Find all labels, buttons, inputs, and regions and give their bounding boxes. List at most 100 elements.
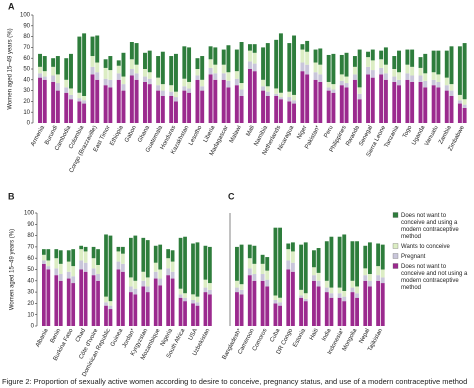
bar-segment	[299, 289, 304, 296]
bar-segment	[133, 294, 138, 326]
bar-segment	[160, 90, 165, 96]
legend-line: Pregnant	[401, 254, 426, 260]
bar-segment	[260, 254, 265, 264]
bar-segment	[397, 79, 401, 86]
bar-segment	[143, 52, 147, 69]
bar-segment	[90, 66, 95, 75]
bar-segment	[357, 99, 362, 123]
bar-segment	[260, 280, 265, 326]
bar-segment	[379, 59, 384, 68]
bar-segment	[326, 90, 331, 123]
bar-segment	[405, 73, 410, 80]
bar-segment	[318, 48, 323, 65]
panel-label: B	[8, 191, 15, 201]
bar-segment	[355, 241, 359, 287]
bar-segment	[54, 258, 59, 269]
bar-segment	[195, 305, 200, 326]
bar-segment	[71, 266, 76, 277]
legend-label: Does not want to conceive and using a mode…	[401, 213, 459, 240]
bar-segment	[261, 79, 266, 87]
bar-segment	[366, 57, 371, 67]
bar-segment	[265, 96, 270, 123]
x-tick-label: Togo	[402, 124, 414, 139]
bar-segment	[313, 72, 318, 80]
bar-segment	[316, 272, 321, 281]
bar-segment	[182, 46, 187, 79]
bar-segment	[145, 240, 150, 278]
bar-segment	[247, 275, 252, 326]
bar-segment	[337, 236, 342, 288]
bar-segment	[312, 280, 316, 326]
bar-segment	[462, 107, 467, 123]
bar-segment	[143, 69, 147, 77]
bar-segment	[316, 286, 321, 326]
bar-segment	[58, 274, 63, 281]
y-tick-label: 30	[27, 290, 34, 296]
bar-segment	[247, 44, 252, 51]
legend-line: Does not want to	[401, 264, 447, 270]
legend-swatch	[392, 212, 399, 218]
bar-segment	[235, 246, 239, 281]
bar-segment	[108, 87, 113, 123]
bar-segment	[83, 246, 88, 252]
bar-segment	[405, 79, 410, 123]
bar-segment	[169, 56, 174, 86]
bar-segment	[116, 60, 121, 66]
bar-segment	[337, 287, 342, 294]
bar-segment	[324, 292, 329, 326]
bar-segment	[339, 80, 344, 86]
bar-segment	[418, 67, 423, 76]
bar-segment	[91, 275, 96, 326]
bar-segment	[423, 73, 428, 81]
bar-segment	[116, 269, 121, 326]
legend-line: modern contraceptive	[401, 227, 459, 233]
bar-segment	[191, 303, 195, 326]
bar-segment	[145, 286, 150, 293]
bar-segment	[370, 49, 375, 61]
bar-segment	[462, 104, 467, 108]
x-tick-label: Albania	[35, 327, 50, 348]
bar-segment	[436, 81, 441, 88]
bar-segment	[342, 234, 347, 291]
bar-segment	[46, 260, 51, 267]
bar-segment	[54, 249, 59, 259]
bar-segment	[170, 271, 175, 279]
bar-segment	[116, 73, 121, 80]
bar-segment	[265, 279, 270, 287]
bar-segment	[42, 71, 47, 77]
bar-segment	[290, 242, 295, 252]
bar-segment	[121, 90, 126, 123]
bar-segment	[418, 57, 423, 68]
x-tick-label: Lesotho	[188, 124, 204, 146]
bar-segment	[376, 243, 381, 267]
legend-line: method	[401, 234, 421, 240]
x-tick-label: Bangladesh*	[222, 327, 244, 360]
bar-segment	[239, 96, 244, 123]
bar-segment	[208, 246, 212, 284]
bar-segment	[58, 263, 63, 275]
bar-segment	[69, 99, 73, 123]
bar-segment	[147, 50, 152, 73]
bar-segment	[147, 78, 152, 85]
bar-segment	[273, 300, 278, 304]
bar-segment	[260, 263, 265, 275]
bar-segment	[160, 96, 165, 123]
bar-segment	[247, 258, 252, 269]
bar-segment	[352, 56, 357, 67]
bar-segment	[344, 83, 349, 88]
bar-segment	[292, 100, 297, 104]
bar-segment	[77, 98, 82, 102]
bar-segment	[82, 103, 87, 123]
bar-segment	[166, 275, 171, 326]
bar-segment	[239, 42, 244, 84]
bar-segment	[303, 242, 308, 294]
bar-segment	[367, 286, 372, 326]
bar-segment	[103, 59, 108, 68]
bar-segment	[299, 244, 304, 290]
bar-segment	[129, 59, 134, 69]
bar-segment	[305, 74, 310, 123]
x-tick-label: Gabon	[124, 125, 138, 144]
bar-segment	[352, 79, 357, 123]
bar-segment	[66, 278, 71, 326]
bar-segment	[265, 257, 270, 271]
